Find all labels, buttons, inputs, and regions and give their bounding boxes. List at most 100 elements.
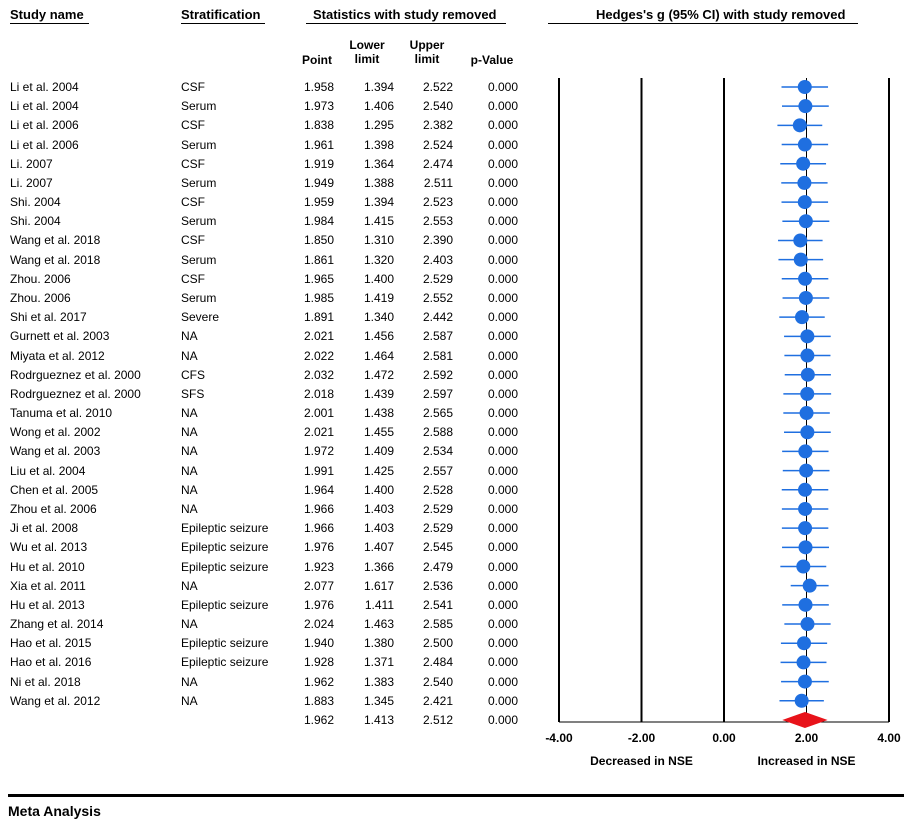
point-cell: 1.976 [303,597,334,612]
upper-limit-cell: 2.552 [422,290,453,305]
point-estimate [800,348,815,363]
stratification-underline [181,23,265,24]
point-estimate [800,425,815,440]
lower-limit-cell: 1.398 [363,137,394,152]
point-cell: 1.984 [303,214,334,229]
lower-limit-cell: 1.366 [363,559,394,574]
point-estimate [797,137,812,152]
study-name-cell: Miyata et al. 2012 [10,348,105,363]
stratification-cell: NA [181,578,198,593]
lower-limit-cell: 1.455 [363,425,394,440]
study-name-cell: Wu et al. 2013 [10,540,88,555]
pvalue-cell: 0.000 [487,425,518,440]
lower-limit-cell: 1.380 [363,636,394,651]
upper-limit-cell: 2.529 [422,271,453,286]
upper-limit-cell: 2.421 [422,693,453,708]
study-name-cell: Hu et al. 2013 [10,597,85,612]
pvalue-cell: 0.000 [487,693,518,708]
lower-limit-cell: 1.345 [363,693,394,708]
pvalue-cell: 0.000 [487,444,518,459]
upper-limit-cell: 2.511 [423,175,453,190]
stratification-cell: Serum [181,99,217,114]
point-cell: 2.024 [303,617,334,632]
point-cell: 1.976 [303,540,334,555]
upper-limit-cell: 2.442 [422,310,453,325]
study-name-cell: Zhou. 2006 [10,271,71,286]
study-name-cell: Shi. 2004 [10,195,61,210]
point-estimate [798,540,813,555]
point-estimate [797,674,812,689]
point-estimate [800,367,815,382]
point-estimate [800,617,815,632]
stratification-cell: CSF [181,195,205,210]
lower-limit-cell: 1.464 [363,348,394,363]
lower-limit-cell: 1.403 [363,521,394,536]
pvalue-cell: 0.000 [487,597,518,612]
upper-limit-cell: 2.545 [422,540,453,555]
x-tick-label: 2.00 [795,731,819,745]
point-estimate [798,482,813,497]
lower-limit-cell: 1.438 [363,406,394,421]
study-name-cell: Xia et al. 2011 [10,578,86,593]
pvalue-cell: 0.000 [487,252,518,267]
study-name-cell: Chen et al. 2005 [10,482,99,497]
pvalue-cell: 0.000 [487,175,518,190]
lower-header-line2: limit [354,52,380,66]
stratification-cell: CSF [181,156,205,171]
pvalue-cell: 0.000 [487,655,518,670]
point-cell: 1.959 [303,195,334,210]
stratification-cell: NA [181,617,198,632]
stratification-cell: Epileptic seizure [181,655,269,670]
point-estimate [797,195,812,210]
point-cell: 1.966 [303,501,334,516]
upper-limit-cell: 2.403 [422,252,453,267]
stratification-cell: Epileptic seizure [181,559,269,574]
point-cell: 1.961 [303,137,334,152]
point-cell: 2.032 [303,367,334,382]
pvalue-cell: 0.000 [487,99,518,114]
upper-limit-cell: 2.474 [422,156,453,171]
point-estimate [797,175,812,190]
point-estimate [796,559,811,574]
upper-limit-cell: 2.597 [422,386,453,401]
meta-analysis-label: Meta Analysis [8,803,101,819]
lower-limit-cell: 1.394 [363,195,394,210]
point-estimate [798,271,813,286]
x-tick-label: 4.00 [877,731,901,745]
point-estimate [794,693,809,708]
lower-limit-cell: 1.310 [363,233,394,248]
pvalue-cell: 0.000 [487,271,518,286]
stratification-cell: NA [181,501,198,516]
point-estimate [800,386,815,401]
upper-limit-cell: 2.534 [422,444,453,459]
upper-limit-cell: 2.484 [422,655,453,670]
study-name-cell: Wang et al. 2012 [10,693,101,708]
lower-limit-cell: 1.407 [363,540,394,555]
point-cell: 1.949 [303,175,334,190]
point-cell: 1.928 [303,655,334,670]
point-estimate [802,578,817,593]
point-estimate [797,80,812,94]
point-estimate [798,597,813,612]
stratification-cell: Epileptic seizure [181,521,269,536]
stratification-cell: Serum [181,214,217,229]
pvalue-cell: 0.000 [487,290,518,305]
x-tick-label: -4.00 [545,731,573,745]
lower-limit-cell: 1.456 [363,329,394,344]
point-cell: 1.850 [303,233,334,248]
summary-lower-cell: 1.413 [363,712,394,727]
study-name-cell: Li. 2007 [10,156,53,171]
study-name-underline [10,23,89,24]
upper-limit-cell: 2.565 [422,406,453,421]
bottom-rule [8,794,904,797]
stratification-cell: Serum [181,137,217,152]
pvalue-cell: 0.000 [487,118,518,133]
upper-limit-cell: 2.541 [422,597,453,612]
stratification-cell: NA [181,406,198,421]
upper-limit-cell: 2.592 [422,367,453,382]
point-cell: 1.838 [303,118,334,133]
point-cell: 1.861 [303,252,334,267]
lower-limit-cell: 1.400 [363,271,394,286]
pvalue-cell: 0.000 [487,386,518,401]
stratification-cell: NA [181,425,198,440]
